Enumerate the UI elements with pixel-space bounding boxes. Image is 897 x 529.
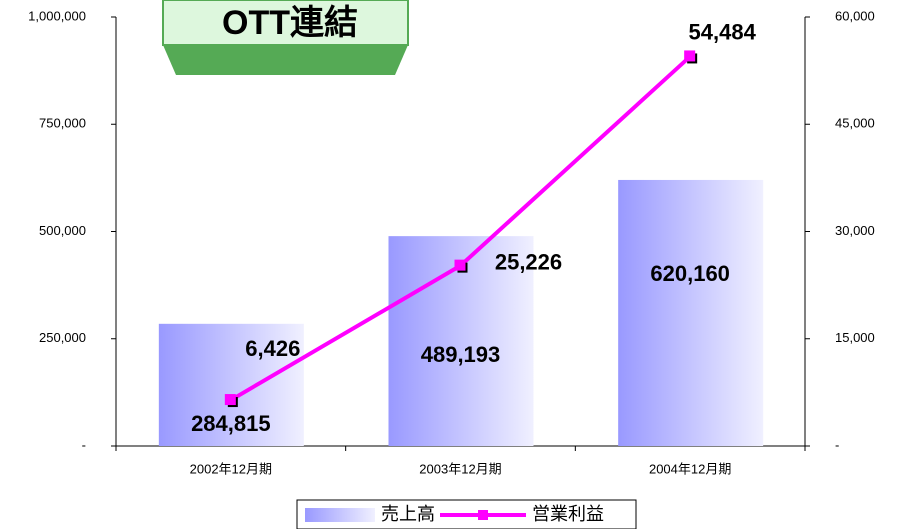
y2-tick-label: 45,000 bbox=[835, 116, 875, 131]
x-tick-label: 2002年12月期 bbox=[190, 461, 272, 476]
legend-label: 売上高 bbox=[381, 504, 435, 524]
x-tick-label: 2003年12月期 bbox=[419, 461, 501, 476]
data-label: 54,484 bbox=[689, 19, 757, 44]
y-tick-label: 250,000 bbox=[39, 330, 86, 345]
data-label: 284,815 bbox=[191, 411, 271, 436]
title-box bbox=[162, 0, 409, 75]
bar bbox=[158, 323, 304, 446]
data-label: 489,193 bbox=[421, 342, 501, 367]
chart-title: OTT連結 bbox=[222, 4, 358, 42]
legend-swatch bbox=[305, 508, 375, 522]
legend-label: 営業利益 bbox=[532, 504, 604, 524]
legend-marker bbox=[478, 510, 488, 520]
x-tick-label: 2004年12月期 bbox=[649, 461, 731, 476]
y-tick-label: - bbox=[82, 437, 86, 452]
data-label: 6,426 bbox=[245, 336, 300, 361]
y-tick-label: 500,000 bbox=[39, 223, 86, 238]
marker bbox=[224, 394, 236, 406]
y-tick-label: 1,000,000 bbox=[28, 8, 86, 23]
data-label: 620,160 bbox=[650, 261, 730, 286]
y2-tick-label: 15,000 bbox=[835, 330, 875, 345]
marker bbox=[684, 50, 696, 62]
y2-tick-label: - bbox=[835, 437, 839, 452]
y2-tick-label: 60,000 bbox=[835, 8, 875, 23]
data-label: 25,226 bbox=[495, 249, 562, 274]
marker bbox=[454, 259, 466, 271]
y-tick-label: 750,000 bbox=[39, 116, 86, 131]
bar bbox=[618, 179, 764, 446]
y2-tick-label: 30,000 bbox=[835, 223, 875, 238]
